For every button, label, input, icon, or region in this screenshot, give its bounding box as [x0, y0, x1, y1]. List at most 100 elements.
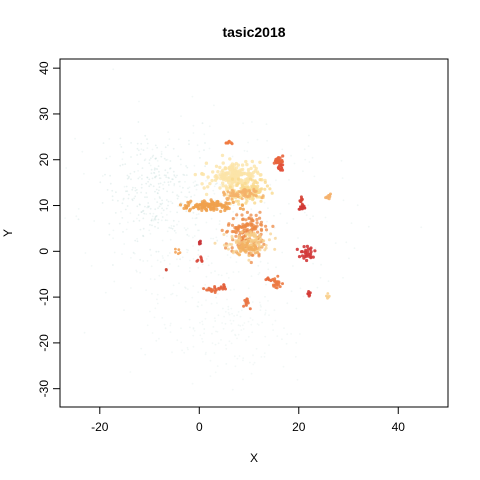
scatter-point — [130, 156, 132, 158]
scatter-point — [152, 219, 155, 222]
scatter-point — [228, 157, 232, 161]
scatter-point — [268, 314, 270, 316]
scatter-point — [244, 303, 248, 307]
scatter-point — [214, 320, 217, 322]
scatter-point — [219, 183, 222, 186]
scatter-point — [138, 219, 141, 222]
scatter-point — [125, 228, 128, 231]
scatter-point — [227, 177, 232, 181]
scatter-point — [146, 176, 149, 179]
scatter-point — [140, 211, 143, 214]
scatter-point — [170, 225, 173, 227]
scatter-point — [236, 217, 238, 219]
plot-frame — [59, 58, 449, 408]
scatter-point — [153, 316, 156, 319]
scatter-point — [307, 145, 310, 148]
scatter-point — [146, 206, 149, 209]
scatter-point — [220, 339, 222, 341]
scatter-point — [246, 168, 251, 172]
scatter-point — [237, 202, 241, 206]
y-tick-label: 10 — [37, 199, 51, 213]
scatter-point — [161, 317, 164, 319]
scatter-point — [230, 177, 235, 181]
scatter-point — [207, 286, 211, 290]
scatter-point — [153, 168, 156, 171]
scatter-point — [221, 322, 224, 324]
scatter-point — [210, 178, 214, 183]
scatter-point — [172, 284, 175, 287]
scatter-point — [158, 186, 161, 189]
scatter-point — [230, 243, 234, 246]
scatter-point — [203, 332, 206, 335]
scatter-point — [203, 133, 206, 136]
scatter-point — [146, 138, 148, 141]
scatter-point — [282, 365, 285, 368]
scatter-point — [144, 196, 146, 199]
scatter-point — [233, 193, 237, 197]
scatter-point — [171, 351, 173, 354]
scatter-point — [251, 319, 254, 321]
scatter-point — [214, 371, 217, 374]
scatter-point — [307, 292, 311, 296]
scatter-point — [167, 181, 170, 184]
scatter-point — [180, 163, 182, 166]
scatter-point — [213, 352, 216, 354]
scatter-point — [142, 227, 145, 230]
scatter-point — [212, 189, 215, 192]
scatter-point — [222, 307, 224, 310]
scatter-point — [313, 175, 316, 178]
scatter-point — [162, 183, 164, 186]
scatter-point — [236, 177, 240, 181]
scatter-point — [247, 320, 250, 323]
scatter-point — [253, 190, 257, 194]
scatter-point — [149, 278, 152, 280]
scatter-point — [148, 178, 151, 181]
scatter-point — [242, 122, 245, 125]
scatter-point — [242, 378, 244, 381]
scatter-point — [205, 311, 208, 314]
scatter-point — [201, 263, 204, 266]
scatter-point — [201, 340, 204, 343]
cluster-orange-lower-mid — [242, 297, 252, 311]
scatter-point — [202, 287, 206, 291]
scatter-point — [263, 352, 266, 354]
scatter-point — [198, 229, 200, 232]
scatter-point — [299, 333, 301, 335]
scatter-point — [256, 323, 259, 325]
scatter-point — [236, 163, 240, 167]
scatter-point — [186, 346, 189, 349]
scatter-point — [303, 254, 307, 259]
scatter-point — [259, 304, 262, 307]
scatter-point — [186, 227, 189, 230]
scatter-point — [136, 237, 139, 240]
scatter-point — [192, 334, 195, 337]
scatter-point — [200, 259, 204, 263]
x-tick-label: 40 — [392, 420, 406, 434]
scatter-point — [253, 251, 257, 255]
scatter-point — [185, 205, 189, 210]
scatter-point — [328, 193, 332, 197]
scatter-point — [159, 177, 162, 180]
scatter-point — [165, 207, 168, 210]
scatter-point — [180, 191, 183, 194]
scatter-point — [197, 213, 200, 215]
x-axis-label: X — [250, 451, 258, 465]
scatter-point — [247, 254, 251, 258]
scatter-point — [251, 301, 254, 303]
scatter-point — [295, 307, 298, 310]
scatter-point — [227, 308, 230, 311]
scatter-point — [145, 213, 148, 215]
scatter-point — [281, 168, 285, 172]
scatter-point — [269, 183, 272, 186]
scatter-point — [305, 244, 309, 248]
scatter-point — [288, 179, 290, 181]
scatter-point — [311, 255, 315, 259]
scatter-point — [142, 260, 145, 262]
scatter-point — [304, 158, 307, 161]
scatter-point — [160, 155, 163, 158]
scatter-point — [247, 335, 250, 338]
scatter-point — [239, 246, 243, 250]
scatter-point — [221, 168, 225, 172]
scatter-point — [131, 188, 134, 191]
scatter-point — [157, 227, 160, 230]
